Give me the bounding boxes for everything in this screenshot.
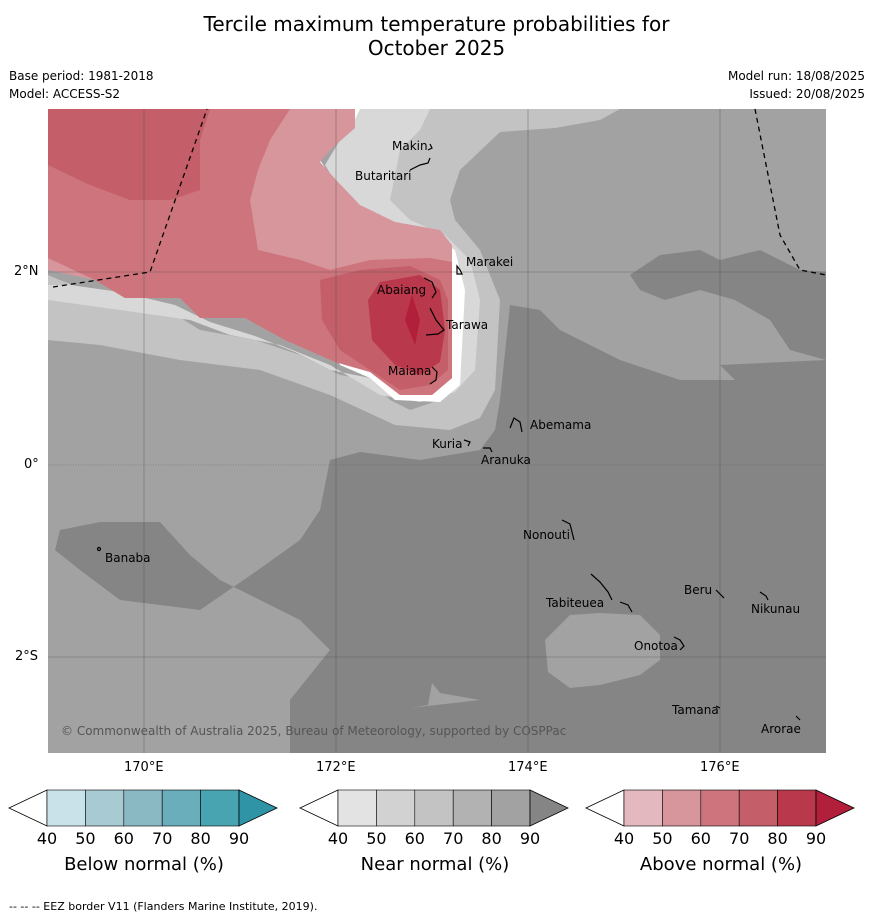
colorbar-above-segment xyxy=(623,789,663,827)
lat-label-2s: 2°S xyxy=(15,649,39,664)
label-tabiteuea: Tabiteuea xyxy=(546,596,605,610)
colorbar-below-segment xyxy=(85,789,125,827)
colorbar-below-segment xyxy=(46,789,86,827)
colorbar-near-segment xyxy=(376,789,416,827)
colorbar-above-high-extend xyxy=(815,789,855,827)
label-beru: Beru xyxy=(684,583,713,597)
near-normal-50-zone xyxy=(48,109,620,430)
colorbar-above-low-extend xyxy=(585,789,625,827)
lon-label-176: 176°E xyxy=(700,760,740,775)
eez-border-east xyxy=(754,108,827,276)
title-line-2: October 2025 xyxy=(367,36,506,60)
label-tarawa: Tarawa xyxy=(446,318,489,332)
colorbar-near-tick: 50 xyxy=(366,829,387,848)
colorbar-below-tick: 70 xyxy=(152,829,173,848)
colorbar-near-title: Near normal (%) xyxy=(360,854,510,875)
colorbar-above-tick: 40 xyxy=(613,829,635,848)
copyright-notice: © Commonwealth of Australia 2025, Bureau… xyxy=(61,724,567,738)
colorbar-below-tick: 50 xyxy=(75,829,96,848)
colorbar-below-normal xyxy=(8,789,278,827)
label-abaiang: Abaiang xyxy=(377,283,427,297)
colorbar-below-segment xyxy=(161,789,201,827)
lat-label-eq: 0° xyxy=(24,457,39,472)
colorbar-below-high-extend xyxy=(238,789,278,827)
lon-label-170: 170°E xyxy=(124,760,164,775)
colorbar-above-tick: 90 xyxy=(805,829,827,848)
lon-label-174: 174°E xyxy=(508,760,548,775)
colorbar-near-normal xyxy=(299,789,569,827)
label-butaritari: Butaritari xyxy=(355,169,412,183)
label-nonouti: Nonouti xyxy=(523,528,570,542)
colorbar-near-tick: 90 xyxy=(519,829,541,848)
lat-label-2n: 2°N xyxy=(14,264,39,279)
title-line-1: Tercile maximum temperature probabilitie… xyxy=(203,12,670,36)
map-fill-layer xyxy=(48,109,826,753)
meta-right: Model run: 18/08/2025 Issued: 20/08/2025 xyxy=(728,67,865,103)
gridlines xyxy=(48,109,826,753)
colorbar-below-segment xyxy=(123,789,163,827)
label-makin: Makin xyxy=(392,139,428,153)
colorbar-below-low-extend xyxy=(8,789,48,827)
label-tamana: Tamana xyxy=(672,703,719,717)
colorbar-near-tick: 40 xyxy=(327,829,349,848)
colorbar-below-tick: 60 xyxy=(113,829,134,848)
colorbar-above-title: Above normal (%) xyxy=(639,854,803,875)
colorbar-below-title: Below normal (%) xyxy=(64,854,224,875)
colorbar-near-segment xyxy=(452,789,492,827)
colorbar-above-tick: 50 xyxy=(652,829,673,848)
colorbar-above-normal xyxy=(585,789,855,827)
colorbar-near-tick: 80 xyxy=(481,829,502,848)
meta-left: Base period: 1981-2018 Model: ACCESS-S2 xyxy=(9,67,154,103)
label-banaba: Banaba xyxy=(105,551,151,565)
colorbar-above-segment xyxy=(738,789,778,827)
issued-date: Issued: 20/08/2025 xyxy=(749,87,865,101)
colorbar-near-low-extend xyxy=(299,789,339,827)
above-normal-80-zone xyxy=(368,275,445,375)
colorbar-near-segment xyxy=(414,789,454,827)
near-normal-60-sliver xyxy=(410,683,480,708)
above-normal-90-zone xyxy=(405,295,420,345)
colorbar-above-tick: 80 xyxy=(767,829,788,848)
colorbar-above-tick: 60 xyxy=(690,829,711,848)
colorbar-above-segment xyxy=(662,789,702,827)
label-nikunau: Nikunau xyxy=(751,602,801,616)
label-kuria: Kuria xyxy=(432,437,463,451)
colorbar-near-segment xyxy=(491,789,531,827)
colorbar-near-segment xyxy=(337,789,377,827)
above-normal-70-zone-west xyxy=(48,109,210,200)
label-abemama: Abemama xyxy=(530,418,592,432)
island-outlines xyxy=(96,143,801,721)
model-name: Model: ACCESS-S2 xyxy=(9,87,121,101)
colorbar-near-tick: 60 xyxy=(404,829,425,848)
colorbar-below-tick: 40 xyxy=(36,829,58,848)
label-maiana: Maiana xyxy=(388,364,432,378)
label-marakei: Marakei xyxy=(466,255,514,269)
colorbar-below-tick: 90 xyxy=(228,829,250,848)
model-run-date: Model run: 18/08/2025 xyxy=(727,69,865,83)
colorbar-above-segment xyxy=(777,789,817,827)
lon-label-172: 172°E xyxy=(316,760,356,775)
colorbar-below-segment xyxy=(200,789,240,827)
map-title: Tercile maximum temperature probabilitie… xyxy=(0,12,873,60)
colorbar-above-segment xyxy=(700,789,740,827)
label-onotoa: Onotoa xyxy=(634,639,678,653)
base-period: Base period: 1981-2018 xyxy=(9,69,154,83)
colorbar-near-tick: 70 xyxy=(443,829,464,848)
near-normal-40-zone xyxy=(48,109,480,402)
label-arorae: Arorae xyxy=(761,722,801,736)
colorbar-below-tick: 80 xyxy=(190,829,211,848)
colorbar-above-tick: 70 xyxy=(729,829,750,848)
near-normal-60-patch xyxy=(545,613,660,688)
eez-footnote: -- -- -- EEZ border V11 (Flanders Marine… xyxy=(9,900,318,913)
colorbar-near-high-extend xyxy=(529,789,569,827)
label-aranuka: Aranuka xyxy=(481,453,531,467)
